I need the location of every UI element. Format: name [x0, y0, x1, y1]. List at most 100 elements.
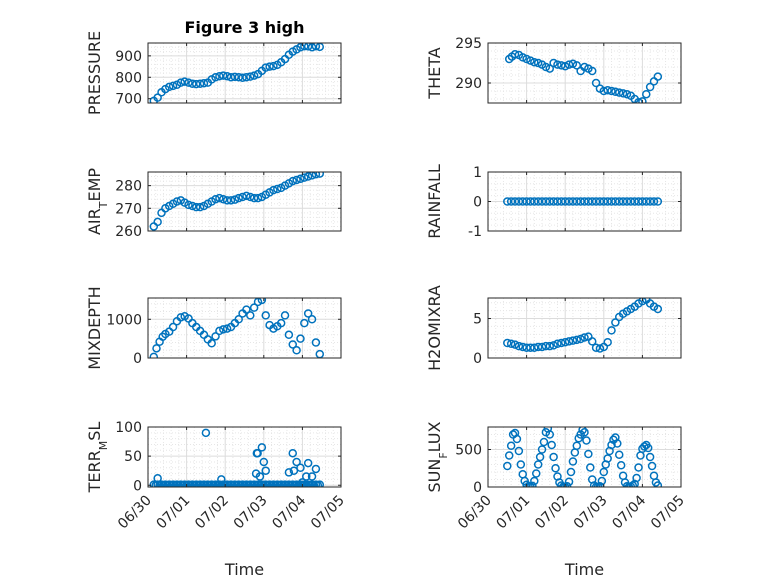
- y-axis-label: PRESSURE: [85, 31, 104, 115]
- data-point: [530, 57, 539, 67]
- axes-box: [487, 297, 682, 359]
- y-tick-label: 100: [115, 420, 142, 436]
- data-point: [506, 441, 516, 450]
- data-point: [195, 202, 205, 212]
- data-point: [172, 197, 182, 206]
- axes-background: [148, 427, 341, 487]
- data-point: [557, 61, 566, 70]
- data-point: [510, 340, 520, 349]
- data-point: [541, 341, 551, 351]
- data-point: [311, 43, 321, 51]
- data-point: [549, 58, 558, 68]
- data-point: [613, 439, 622, 448]
- data-point: [238, 73, 247, 82]
- data-point: [545, 64, 555, 73]
- data-point: [153, 474, 162, 483]
- y-tick-label: 280: [115, 179, 142, 195]
- data-point: [545, 430, 555, 439]
- data-point: [201, 428, 211, 438]
- x-tick-label: 07/04: [269, 492, 309, 532]
- data-point: [219, 325, 228, 334]
- subplot-theta: 290 295 THETA: [425, 36, 682, 104]
- data-point: [288, 340, 297, 349]
- data-point: [528, 481, 537, 487]
- data-point: [303, 309, 313, 318]
- data-point: [553, 60, 562, 69]
- data-point: [288, 176, 297, 186]
- data-point: [562, 482, 572, 487]
- data-point: [303, 172, 313, 181]
- data-point: [284, 330, 294, 340]
- data-point: [582, 436, 591, 445]
- data-point: [288, 448, 297, 458]
- subplot-sun_flux: 0 500 SUNFLUX06/3007/0107/0207/0307/0407/0…: [425, 421, 688, 579]
- data-point: [296, 174, 305, 184]
- data-point: [261, 311, 270, 320]
- data-point: [653, 481, 663, 487]
- y-axis-label: SUNFLUX: [425, 421, 450, 492]
- data-point: [249, 193, 259, 203]
- data-point: [597, 476, 607, 486]
- data-point: [578, 427, 587, 435]
- data-point: [591, 343, 601, 352]
- data-point: [622, 89, 632, 99]
- data-point: [152, 344, 161, 353]
- data-point: [603, 454, 612, 463]
- data-point: [524, 482, 533, 487]
- data-point: [164, 82, 174, 92]
- data-point: [265, 62, 274, 71]
- data-points: [149, 298, 325, 358]
- data-point: [215, 326, 224, 336]
- y-tick-label: 0: [473, 351, 482, 367]
- data-point: [653, 304, 663, 314]
- data-point: [653, 72, 663, 81]
- data-point: [246, 72, 255, 81]
- data-point: [296, 43, 305, 52]
- data-point: [276, 318, 286, 328]
- data-point: [234, 193, 243, 203]
- data-point: [603, 337, 612, 347]
- data-point: [522, 54, 531, 64]
- data-point: [257, 298, 267, 305]
- data-point: [551, 464, 560, 473]
- data-point: [504, 451, 514, 460]
- data-point: [587, 66, 597, 76]
- data-points: [503, 298, 663, 353]
- data-point: [607, 440, 616, 450]
- data-point: [584, 449, 593, 459]
- data-point: [576, 334, 585, 344]
- axes-box: [147, 42, 342, 104]
- data-point: [273, 184, 282, 194]
- data-point: [557, 338, 566, 348]
- x-tick-label: 07/03: [571, 493, 611, 533]
- data-point: [242, 191, 251, 201]
- data-point: [311, 172, 321, 179]
- data-point: [230, 195, 240, 204]
- data-point: [526, 56, 535, 65]
- data-point: [242, 73, 251, 82]
- y-tick-label: 500: [455, 443, 482, 459]
- y-tick-label: 50: [124, 449, 142, 465]
- data-point: [533, 58, 543, 68]
- x-tick-label: 07/01: [154, 493, 194, 533]
- data-point: [634, 463, 643, 472]
- y-tick-label: 295: [455, 36, 482, 52]
- data-point: [269, 61, 278, 71]
- y-tick-label: 270: [115, 201, 142, 217]
- data-point: [269, 185, 278, 195]
- data-point: [284, 468, 294, 477]
- data-point: [296, 334, 305, 343]
- data-point: [311, 480, 321, 487]
- data-point: [234, 315, 243, 324]
- data-point: [307, 172, 317, 180]
- data-point: [311, 338, 321, 347]
- data-point: [230, 72, 240, 82]
- y-axis-label: THETA: [425, 47, 444, 99]
- y-tick-label: 0: [133, 351, 142, 367]
- data-point: [580, 62, 589, 72]
- data-point: [530, 476, 539, 486]
- data-point: [311, 464, 321, 474]
- y-tick-label: 0: [133, 478, 142, 494]
- data-point: [303, 458, 313, 468]
- axes-box: [487, 42, 682, 104]
